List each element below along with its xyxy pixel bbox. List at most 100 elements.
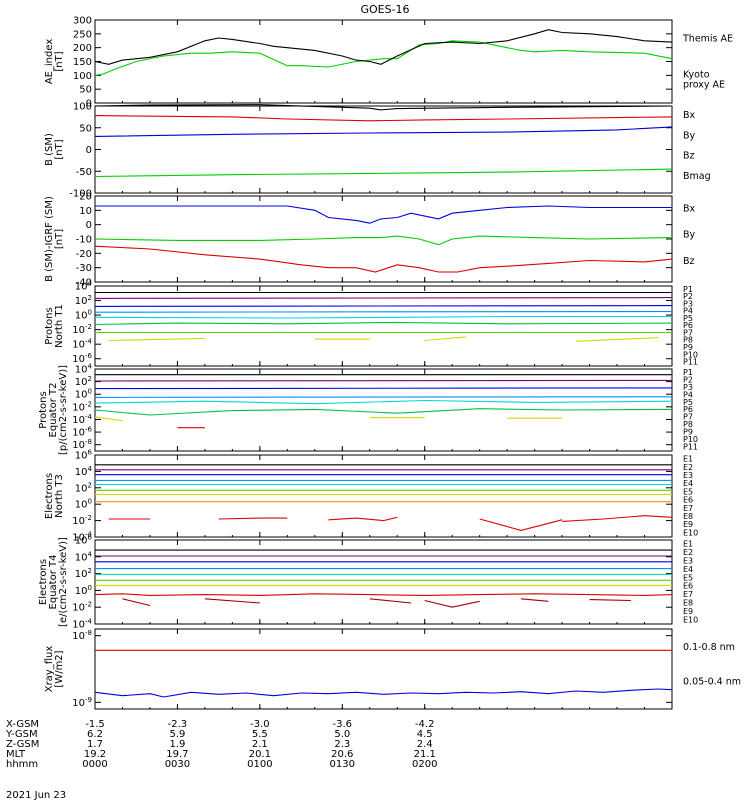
- y-axis-label: Electrons: [44, 473, 55, 519]
- y-axis-label: B (SM)-IGRF (SM): [44, 196, 55, 282]
- y-tick-label: 10-6: [72, 426, 92, 439]
- legend-entry: P3: [683, 299, 693, 308]
- series-line-p8: [94, 416, 123, 422]
- y-axis-label: Equator T4: [48, 555, 59, 610]
- legend-entry: E7: [683, 590, 693, 599]
- axis-row-value: 0100: [247, 759, 272, 770]
- axis-row-value: -4.2: [415, 719, 435, 730]
- legend-entry: Bx: [683, 110, 696, 121]
- y-tick-label: 102: [75, 567, 92, 580]
- series-line-p3: [94, 387, 673, 390]
- legend-entry: P4: [683, 390, 693, 399]
- y-tick-label: 20: [79, 192, 92, 203]
- axis-row-value: 5.9: [169, 729, 185, 740]
- legend-entry: E7: [683, 504, 693, 513]
- y-tick-label: 10-4: [72, 413, 92, 426]
- series-line-p2: [94, 379, 673, 382]
- plot-frame: [94, 105, 673, 194]
- axis-row-label: X-GSM: [6, 719, 39, 730]
- y-tick-label: 300: [73, 16, 92, 27]
- y-tick-label: 102: [75, 375, 92, 388]
- axis-row-value: -1.5: [85, 719, 105, 730]
- series-segment: [589, 599, 631, 602]
- y-tick-label: 104: [75, 280, 93, 293]
- axis-row-value: 1.9: [169, 739, 185, 750]
- y-tick-label: 10-8: [72, 629, 92, 642]
- series-line-p5: [94, 315, 672, 319]
- legend-entry: E10: [683, 615, 698, 624]
- legend-entry: E4: [683, 479, 693, 488]
- axis-row-value: 19.2: [84, 749, 106, 760]
- y-tick-label: 0: [86, 220, 92, 231]
- legend-entry: E2: [683, 463, 693, 472]
- axis-row-value: 5.5: [252, 729, 268, 740]
- y-tick-label: -100: [69, 189, 92, 200]
- series-segment: [424, 336, 466, 342]
- y-tick-label: 0: [86, 145, 92, 156]
- series-line-bmag: [94, 104, 673, 111]
- axis-row-value: 6.2: [87, 729, 103, 740]
- series-line-e8: [94, 593, 673, 596]
- series-line-bx: [94, 126, 673, 137]
- series-line-p5: [94, 399, 673, 405]
- series-line-p6: [94, 321, 673, 326]
- axis-row-label: Y-GSM: [5, 729, 38, 740]
- series-line-themis-ae: [94, 29, 673, 65]
- legend-entry: E8: [683, 512, 693, 521]
- y-tick-label: 250: [73, 29, 92, 40]
- legend-entry: P11: [683, 443, 698, 452]
- legend-entry: By: [683, 230, 696, 241]
- y-tick-label: 10-2: [72, 323, 92, 336]
- legend-entry: E9: [683, 520, 693, 529]
- legend-entry: proxy AE: [683, 80, 725, 91]
- y-axis-label: [nT]: [54, 229, 65, 249]
- legend-entry: E2: [683, 548, 693, 557]
- y-tick-label: -30: [76, 263, 92, 274]
- series-segment: [479, 518, 563, 531]
- y-tick-label: 104: [75, 465, 93, 478]
- y-tick-label: 10-2: [72, 514, 92, 527]
- axis-row-value: 0130: [330, 759, 355, 770]
- legend-entry: Themis AE: [682, 34, 733, 45]
- legend-entry: P2: [683, 292, 693, 301]
- series-line-p4: [94, 396, 673, 398]
- legend-entry: E1: [683, 540, 693, 549]
- series-segment: [562, 515, 673, 522]
- legend-entry: E9: [683, 607, 693, 616]
- axis-row-value: 0000: [82, 759, 107, 770]
- series-line-p2: [94, 297, 673, 299]
- series-line-p6: [94, 408, 673, 416]
- y-tick-label: 102: [75, 481, 92, 494]
- legend-entry: E10: [683, 528, 698, 537]
- legend-entry: E8: [683, 599, 693, 608]
- y-tick-label: 104: [75, 363, 93, 376]
- legend-entry: E5: [683, 487, 693, 496]
- panel-bsm: -100 -50 0 50 100 B (SM) [nT] Bx By Bz Bmag: [44, 102, 711, 200]
- axis-row-value: 20.6: [331, 749, 353, 760]
- legend-entry: Bmag: [683, 171, 711, 182]
- y-tick-label: -40: [76, 278, 92, 289]
- axis-row-label: MLT: [6, 749, 26, 760]
- legend-entry: P3: [683, 383, 693, 392]
- series-segment: [424, 599, 480, 608]
- legend-entry: P10: [683, 350, 698, 359]
- y-tick-label: 106: [75, 449, 93, 462]
- axis-row-value: -2.3: [168, 719, 188, 730]
- series-line-kyoto-proxy-ae: [94, 40, 673, 76]
- legend-entry: P2: [683, 375, 693, 384]
- axis-row-value: 2.3: [334, 739, 350, 750]
- axis-row-value: 0200: [412, 759, 437, 770]
- axis-row-value: 2.4: [417, 739, 433, 750]
- y-tick-label: 0: [86, 99, 92, 110]
- y-axis-label: Protons: [38, 391, 49, 428]
- series-line-p3: [94, 305, 673, 307]
- legend-entry: P6: [683, 405, 693, 414]
- y-axis-label: [p/(cm2-s-sr-keV)]: [58, 365, 69, 455]
- y-tick-label: 100: [75, 388, 92, 401]
- y-tick-label: 100: [73, 71, 92, 82]
- series-segment: [575, 337, 659, 342]
